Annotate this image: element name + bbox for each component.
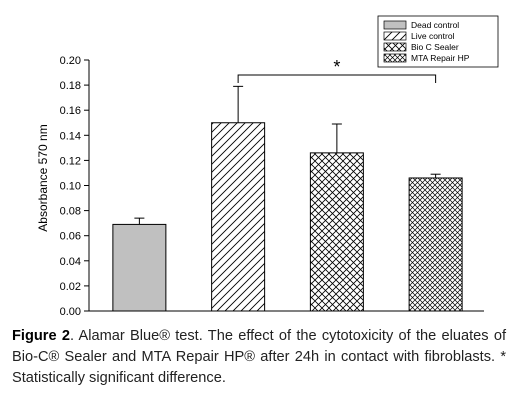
bar-mta-repair-hp (408, 177, 463, 312)
bar-dead-control (112, 223, 167, 312)
y-tick-label: 0.02 (60, 281, 81, 293)
y-tick-label: 0.16 (60, 105, 81, 117)
y-tick-label: 0.00 (60, 306, 81, 318)
legend-label: Bio C Sealer (411, 42, 459, 52)
y-tick-label: 0.14 (60, 130, 81, 142)
significance-line (237, 74, 437, 83)
bar-live-control (211, 122, 266, 312)
y-tick-label: 0.04 (60, 256, 81, 268)
y-tick-label: 0.18 (60, 80, 81, 92)
y-tick-label: 0.12 (60, 155, 81, 167)
y-ticks: 0.00 0.02 0.04 0.06 0.08 0.10 0.12 0.14 0.16 0.18… (60, 55, 89, 318)
legend-swatch (383, 31, 407, 41)
legend-label: Live control (411, 31, 455, 41)
significance-star: * (333, 57, 340, 77)
legend-label: MTA Repair HP (411, 53, 470, 63)
legend-swatch (383, 20, 407, 30)
significance-bracket: * (237, 57, 437, 83)
legend-swatch (383, 42, 407, 52)
caption-label: Figure 2 (12, 328, 70, 344)
y-tick-label: 0.06 (60, 231, 81, 243)
bars (112, 85, 463, 312)
y-tick-label: 0.08 (60, 206, 81, 218)
y-tick-label: 0.10 (60, 181, 81, 193)
caption-text: . Alamar Blue® test. The effect of the c… (12, 328, 507, 386)
bar-bio-c-sealer (309, 152, 364, 312)
y-tick-label: 0.20 (60, 55, 81, 67)
bar-chart: 0.00 0.02 0.04 0.06 0.08 0.10 0.12 0.14 0.16 0.18… (36, 15, 499, 318)
figure-caption: Figure 2. Alamar Blue® test. The effect … (12, 326, 506, 389)
y-axis-label: Absorbance 570 nm (36, 124, 50, 231)
legend-label: Dead control (411, 20, 459, 30)
legend-swatch (383, 53, 407, 63)
